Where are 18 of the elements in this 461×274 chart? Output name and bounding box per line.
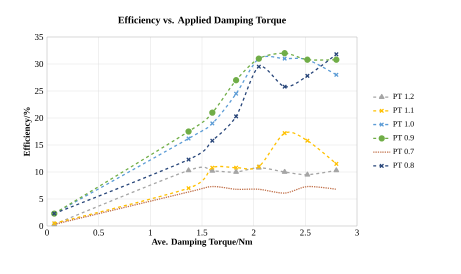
y-axis-title: Efficiency/% <box>23 107 32 156</box>
y-tick-label: 5 <box>40 196 44 202</box>
x-axis-title: Ave. Damping Torque/Nm <box>152 238 252 247</box>
x-tick-label: 2.5 <box>300 230 311 236</box>
y-tick-label: 0 <box>39 222 44 230</box>
x-tick-label: 0 <box>45 230 49 236</box>
y-tick-label: 20 <box>34 114 44 122</box>
chart-title: Efficiency vs. Applied Damping Torque <box>118 16 286 26</box>
y-tick-label: 15 <box>35 142 44 148</box>
x-tick-label: 0.5 <box>93 230 104 236</box>
y-tick-label: 25 <box>34 88 44 94</box>
x-tick-label: 1.5 <box>197 230 208 236</box>
y-tick-label: 35 <box>34 34 44 40</box>
y-tick-label: 10 <box>35 168 44 176</box>
y-tick-label: 30 <box>34 60 44 68</box>
x-tick-label: 1 <box>148 230 152 236</box>
x-tick-label: 2 <box>252 230 256 236</box>
x-tick-label: 3 <box>355 230 359 236</box>
